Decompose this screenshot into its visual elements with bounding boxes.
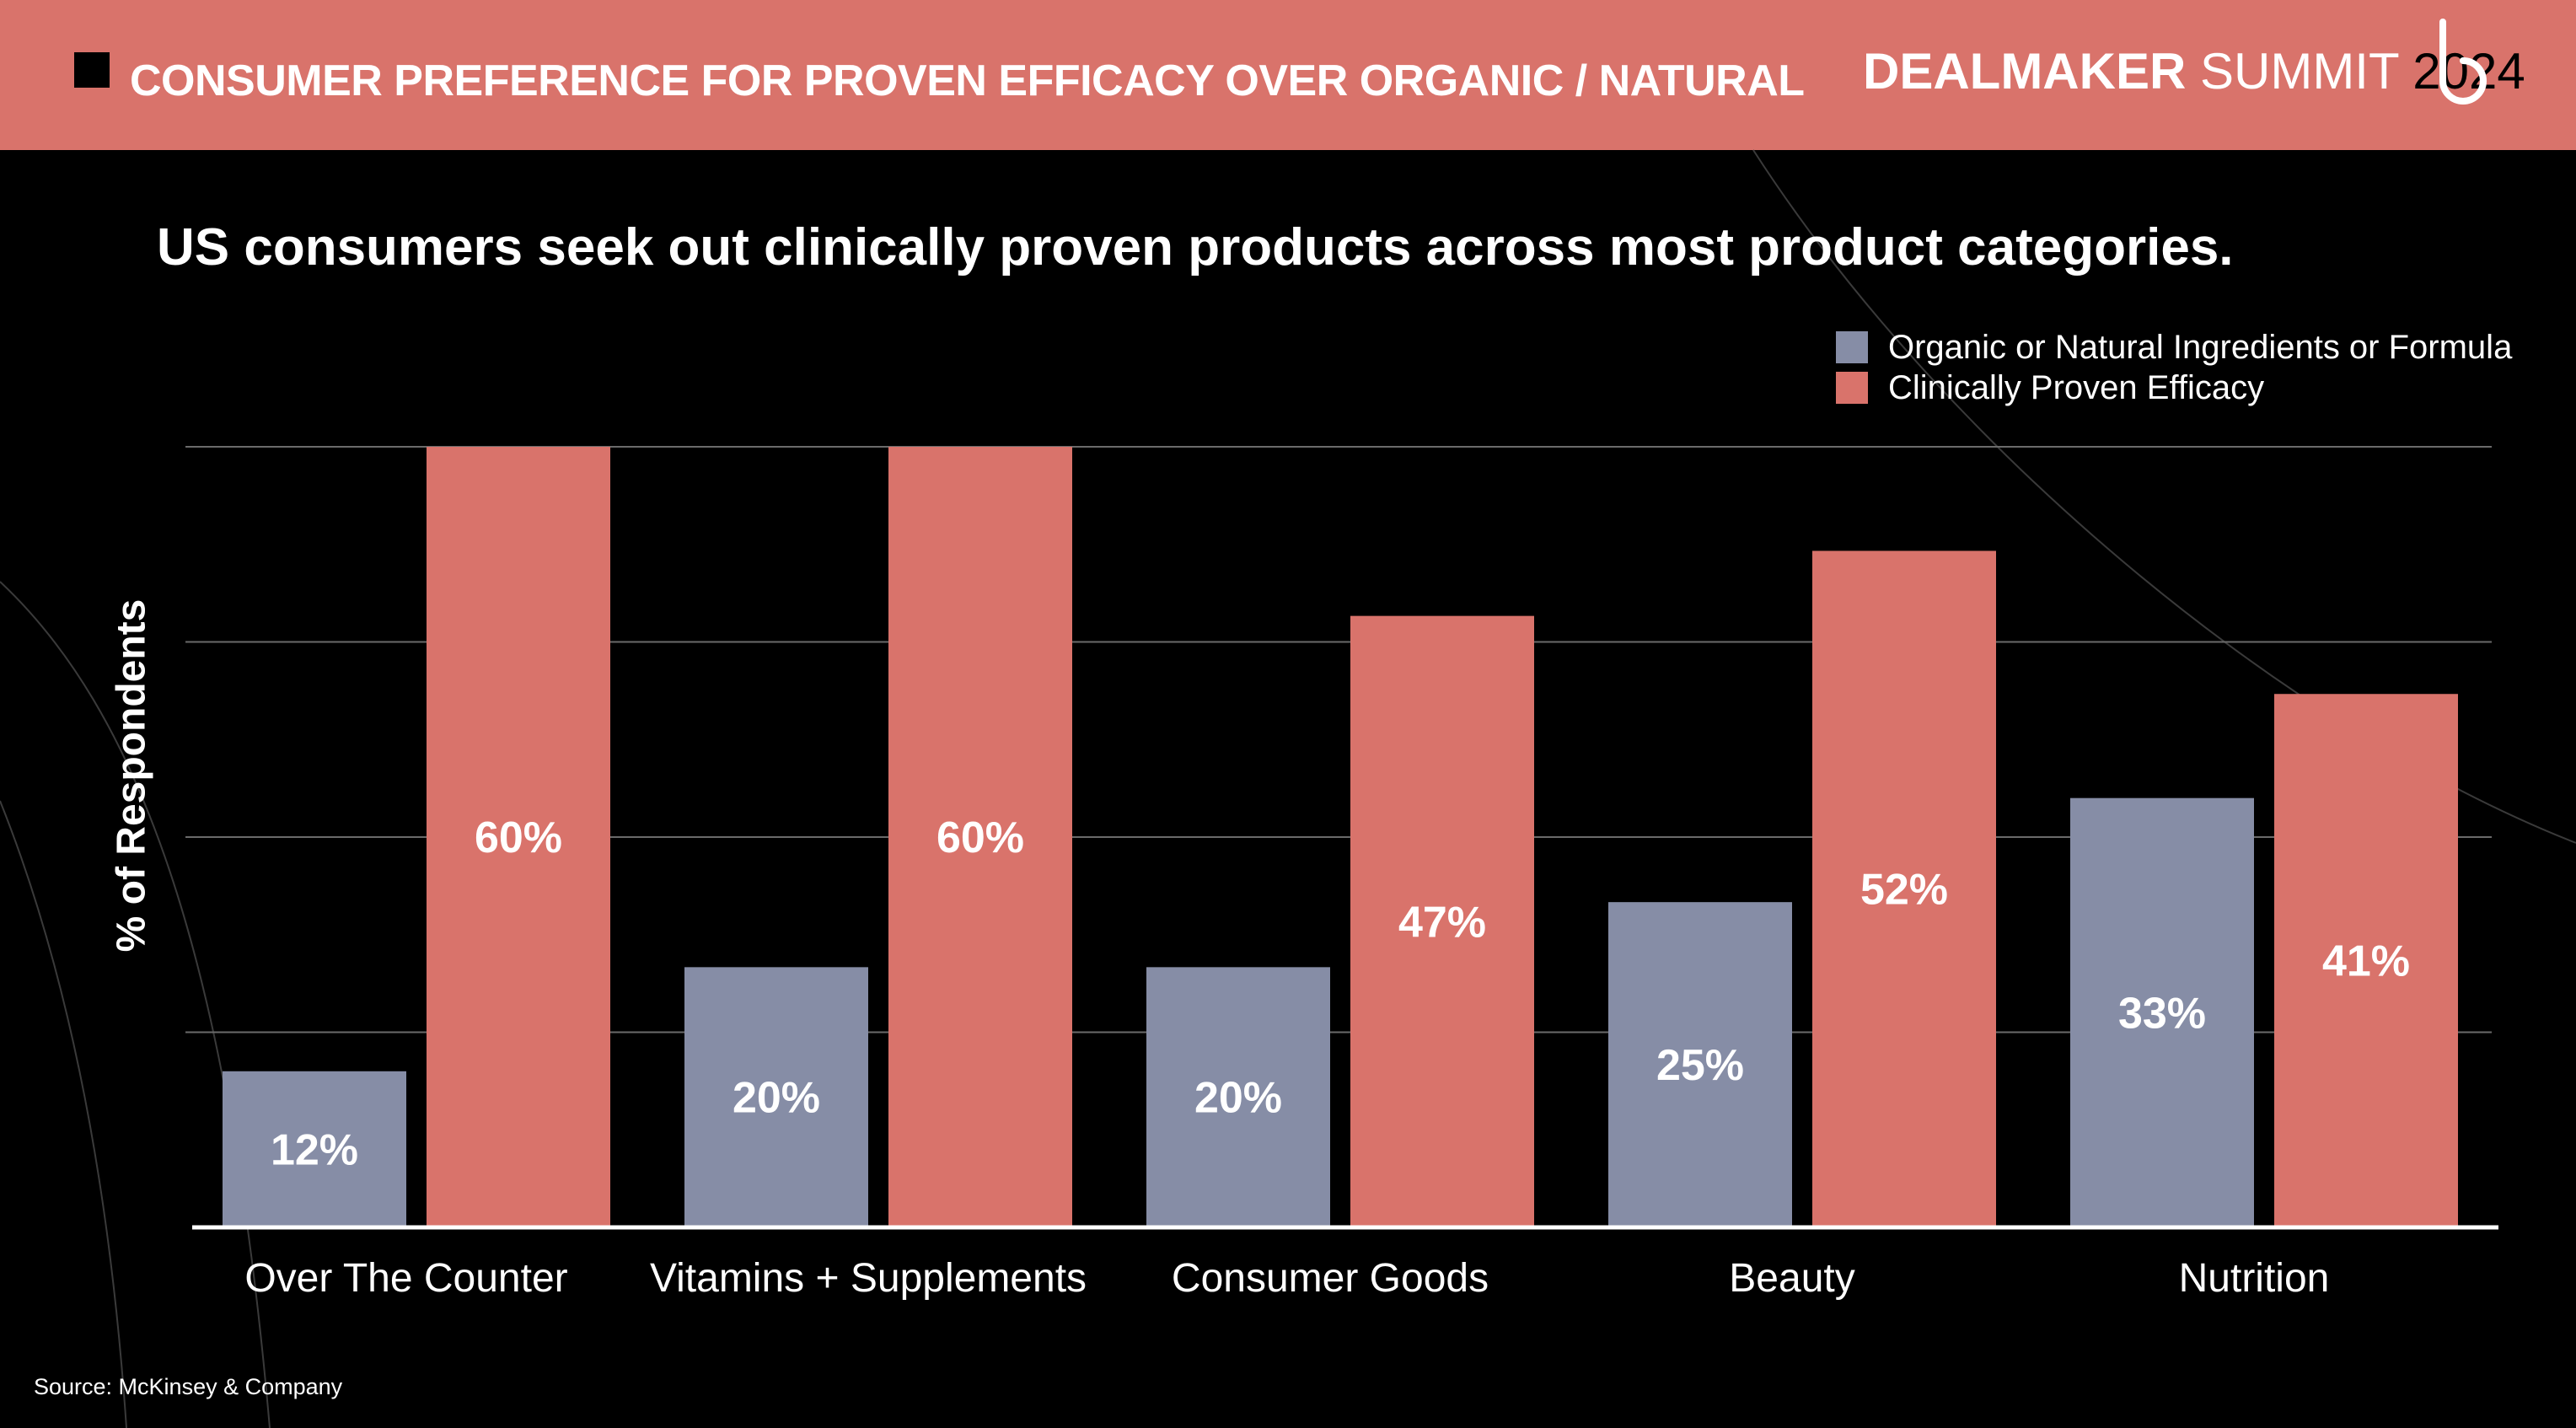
data-label-organic-4: 25% [1656,1041,1744,1090]
legend-item-organic: Organic or Natural Ingredients or Formul… [1836,327,2512,368]
bar-organic-1 [223,1071,406,1227]
legend-label-clinical: Clinically Proven Efficacy [1888,368,2265,406]
bar-clinical-5 [2274,694,2458,1227]
bar-organic-5 [2070,797,2254,1227]
bar-organic-2 [684,967,868,1227]
bar-clinical-1 [427,447,610,1227]
chart-legend: Organic or Natural Ingredients or Formul… [1836,327,2512,408]
data-label-clinical-5: 41% [2322,937,2410,986]
bar-organic-4 [1608,902,1792,1227]
category-label-2: Vitamins + Supplements [650,1256,1087,1301]
bar-organic-3 [1146,967,1330,1227]
category-label-5: Nutrition [2179,1256,2330,1301]
brand-year: 2024 [2412,43,2525,99]
category-label-1: Over The Counter [244,1256,567,1301]
category-label-3: Consumer Goods [1172,1256,1489,1301]
header-title: CONSUMER PREFERENCE FOR PROVEN EFFICACY … [130,56,1805,105]
legend-swatch-organic [1836,331,1868,363]
bar-clinical-4 [1812,550,1996,1227]
data-label-organic-1: 12% [271,1125,358,1174]
chart-title: US consumers seek out clinically proven … [157,218,2234,276]
data-label-clinical-1: 60% [475,813,562,862]
brand-name: DEALMAKER SUMMIT 2024 [1863,42,2525,100]
category-label-4: Beauty [1729,1256,1854,1301]
brand-strong: DEALMAKER [1863,43,2187,99]
data-label-organic-2: 20% [733,1074,820,1123]
legend-label-organic: Organic or Natural Ingredients or Formul… [1888,328,2513,366]
data-label-clinical-4: 52% [1860,866,1948,915]
data-label-organic-3: 20% [1194,1074,1282,1123]
source-note: Source: McKinsey & Company [34,1374,343,1399]
brand-light: SUMMIT [2200,43,2399,99]
bar-clinical-3 [1350,615,1534,1227]
data-label-organic-5: 33% [2118,989,2206,1038]
legend-swatch-clinical [1836,372,1868,404]
header-bar: CONSUMER PREFERENCE FOR PROVEN EFFICACY … [0,0,2576,150]
data-label-clinical-2: 60% [936,813,1024,862]
bar-clinical-2 [888,447,1072,1227]
header-square-icon [74,52,110,88]
data-label-clinical-3: 47% [1398,898,1486,947]
b-logo-icon [2439,19,2487,105]
legend-item-clinical: Clinically Proven Efficacy [1836,368,2512,408]
